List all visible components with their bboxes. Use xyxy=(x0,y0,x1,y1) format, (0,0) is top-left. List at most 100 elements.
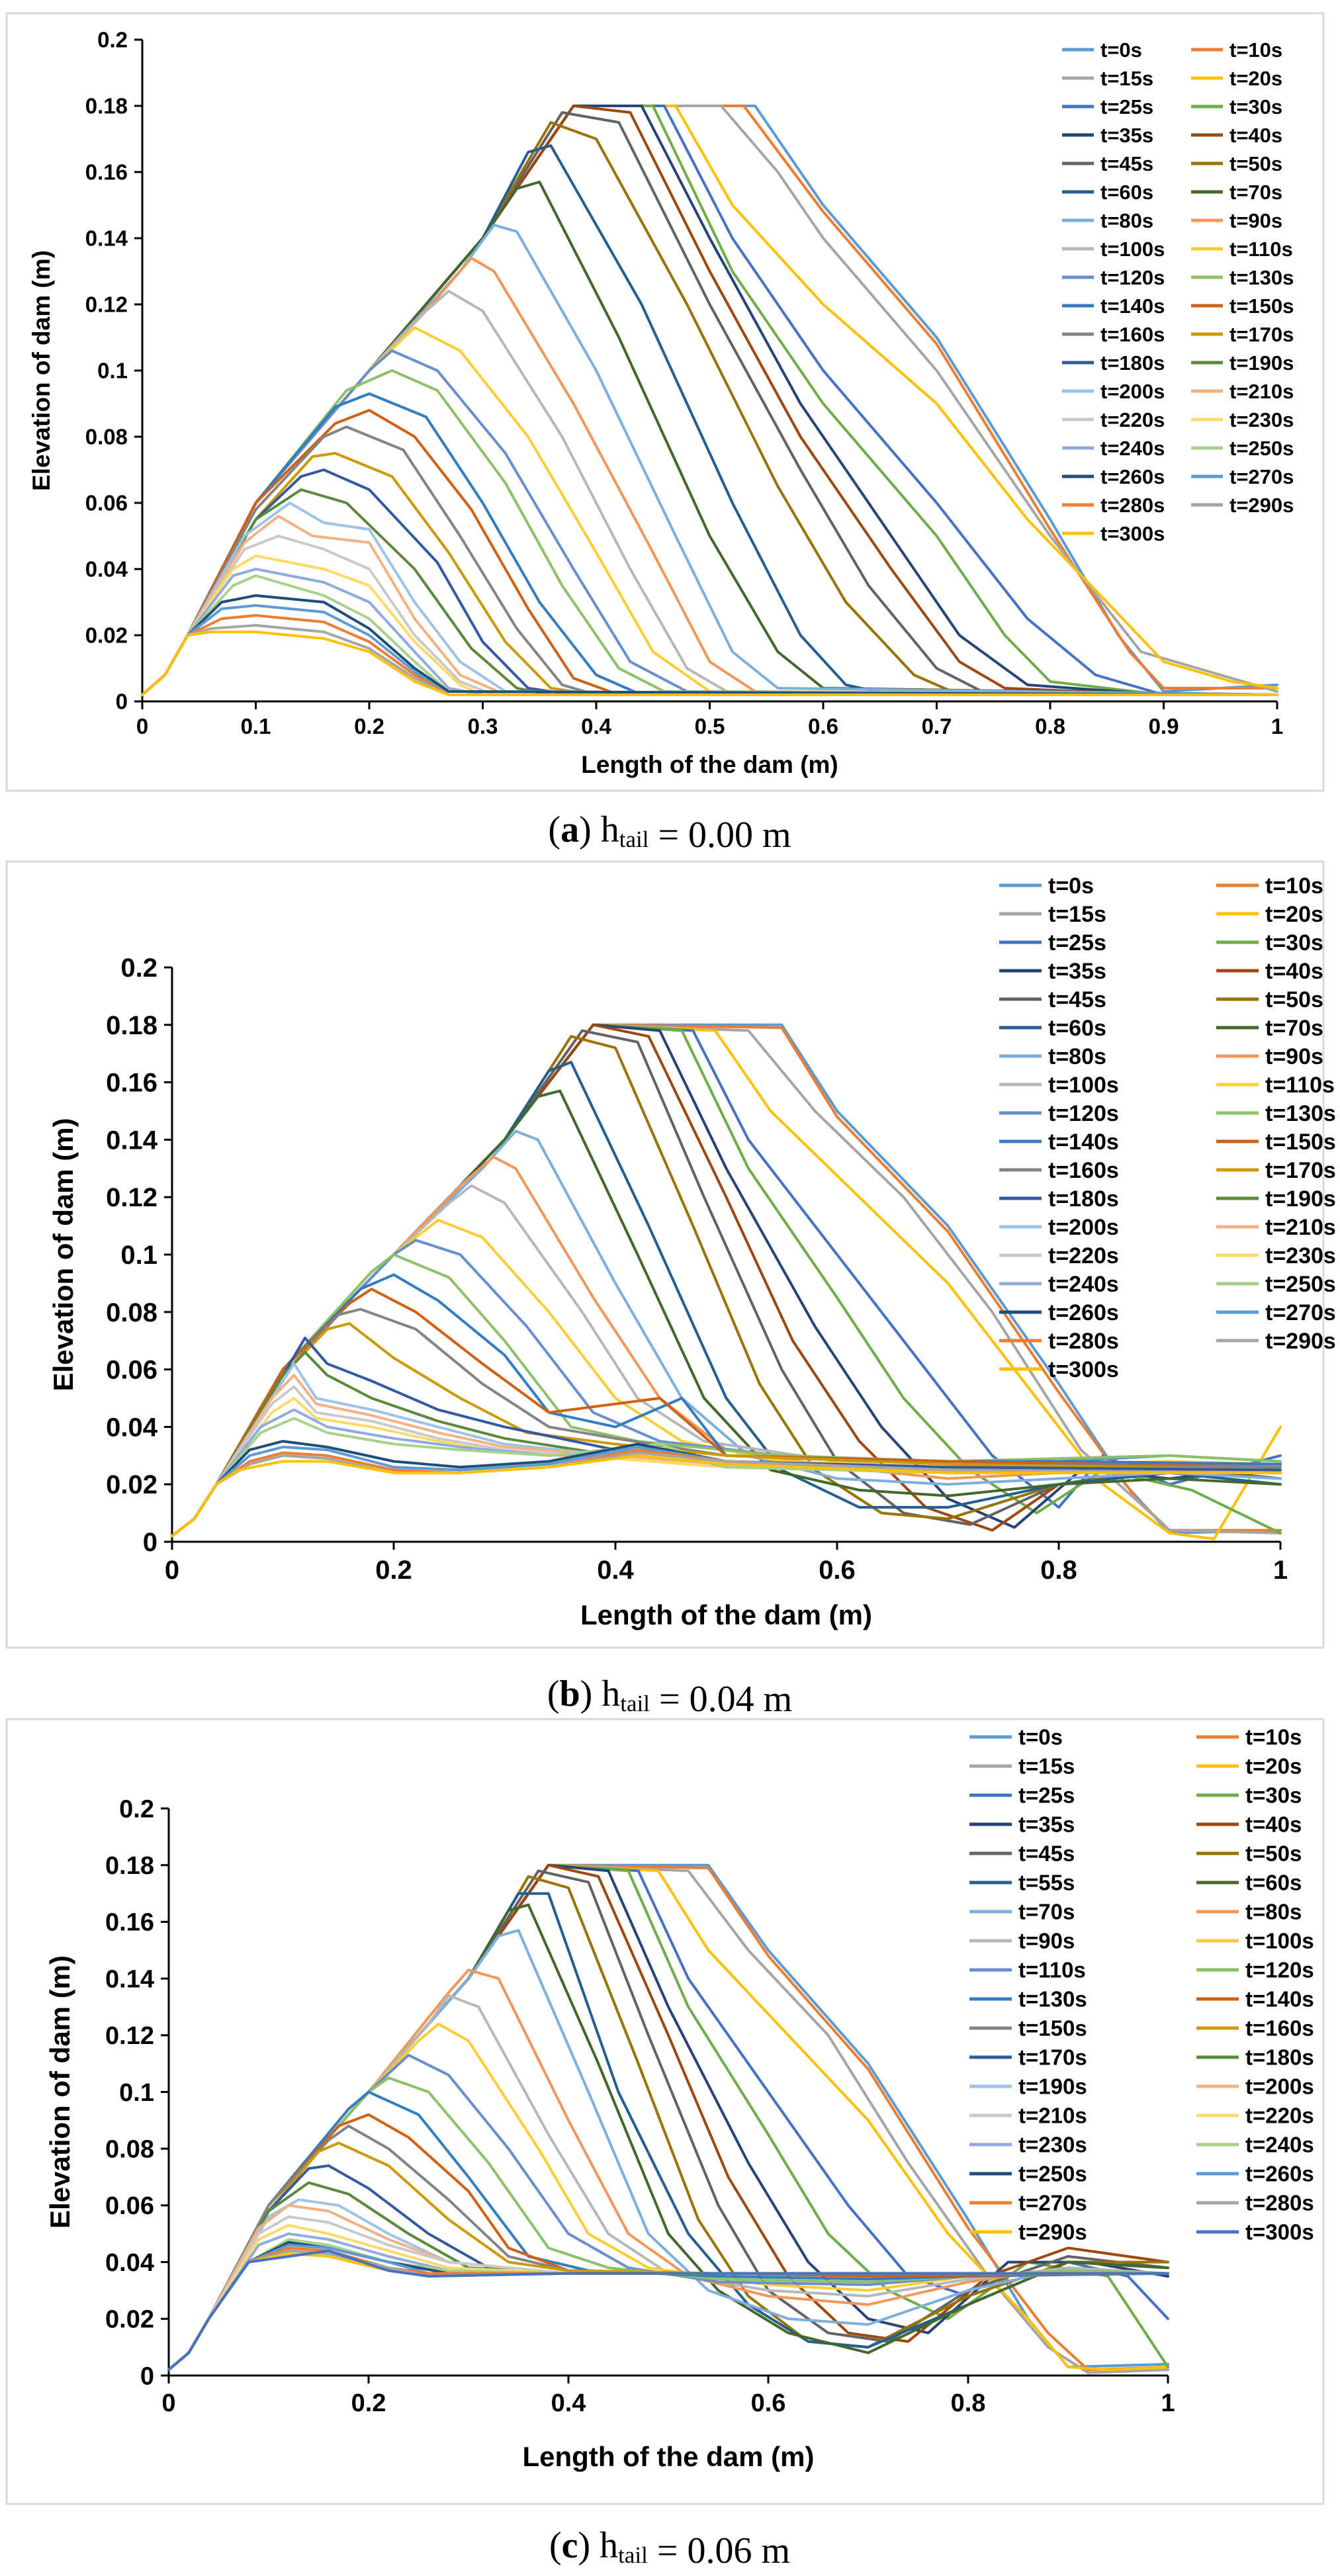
x-tick-label: 0 xyxy=(136,714,148,738)
x-tick-label: 0.6 xyxy=(808,714,838,738)
legend-label: t=70s xyxy=(1229,181,1282,204)
legend-label: t=70s xyxy=(1265,1016,1323,1041)
legend-label: t=240s xyxy=(1100,437,1165,460)
legend-label: t=100s xyxy=(1048,1073,1119,1098)
legend-label: t=300s xyxy=(1245,2220,1314,2244)
y-tick-label: 0.08 xyxy=(85,425,128,449)
caption-value: = 0.06 m xyxy=(648,2530,790,2571)
legend-label: t=190s xyxy=(1018,2074,1087,2099)
legend-label: t=100s xyxy=(1100,238,1165,261)
legend-label: t=0s xyxy=(1048,873,1094,899)
y-tick-label: 0.12 xyxy=(106,1183,157,1212)
legend-label: t=140s xyxy=(1245,1987,1314,2012)
x-tick-label: 0.2 xyxy=(375,1556,412,1585)
legend-label: t=120s xyxy=(1245,1958,1314,1982)
legend-label: t=110s xyxy=(1229,238,1293,261)
x-tick-label: 0.8 xyxy=(1040,1556,1077,1585)
x-tick-label: 0.8 xyxy=(1035,714,1065,738)
x-tick-label: 0 xyxy=(165,1556,179,1585)
caption-subscript: tail xyxy=(618,2542,648,2568)
panel-caption: (a) htail = 0.00 m xyxy=(548,809,791,856)
legend-label: t=280s xyxy=(1245,2191,1314,2215)
legend-label: t=210s xyxy=(1229,380,1294,403)
legend-label: t=45s xyxy=(1048,987,1106,1012)
y-tick-label: 0.06 xyxy=(85,491,128,515)
x-tick-label: 0.4 xyxy=(551,2389,586,2417)
legend-label: t=170s xyxy=(1265,1158,1336,1183)
series-line xyxy=(141,631,1278,696)
legend-label: t=200s xyxy=(1100,380,1165,403)
legend-label: t=30s xyxy=(1229,95,1282,118)
x-tick-label: 0.6 xyxy=(819,1556,856,1585)
legend-label: t=120s xyxy=(1048,1101,1119,1126)
y-tick-label: 0.08 xyxy=(106,1298,157,1327)
legend-label: t=180s xyxy=(1100,351,1165,375)
y-tick-label: 0.02 xyxy=(105,2306,154,2334)
legend-label: t=60s xyxy=(1245,1871,1302,1895)
y-axis-label: Elevation of dam (m) xyxy=(28,250,55,491)
legend-label: t=240s xyxy=(1245,2133,1314,2157)
caption-paren: ( xyxy=(549,2525,562,2566)
legend-label: t=280s xyxy=(1048,1329,1119,1354)
y-tick-label: 0.02 xyxy=(106,1470,157,1499)
legend-label: t=60s xyxy=(1048,1016,1106,1041)
legend-label: t=80s xyxy=(1245,1900,1302,1924)
chart-panel-c: 0 0.02 0.04 0.06 0.08 0.1 0.12 0.14 0.16 0.18 0.2 0… xyxy=(5,1718,1325,2505)
legend-label: t=160s xyxy=(1048,1158,1119,1183)
legend-label: t=190s xyxy=(1265,1186,1336,1212)
x-tick-label: 0.4 xyxy=(597,1556,634,1585)
caption-paren: ) xyxy=(578,2525,600,2566)
caption-value: = 0.04 m xyxy=(650,1679,792,1720)
legend-label: t=210s xyxy=(1265,1215,1336,1240)
caption-subscript: tail xyxy=(619,826,649,852)
panel-caption: (b) htail = 0.04 m xyxy=(547,1673,792,1720)
y-tick-label: 0.12 xyxy=(85,292,128,317)
chart-frame xyxy=(5,1718,1325,2505)
x-tick-label: 1 xyxy=(1161,2389,1175,2417)
series-line xyxy=(171,1454,1282,1538)
legend-label: t=40s xyxy=(1265,959,1323,984)
x-axis-label: Length of the dam (m) xyxy=(523,2441,815,2472)
x-tick-label: 0.2 xyxy=(351,2389,386,2417)
x-tick-label: 0.4 xyxy=(581,714,612,738)
y-tick-label: 0 xyxy=(143,1528,157,1557)
x-tick-label: 1 xyxy=(1273,1556,1288,1585)
x-tick-label: 0.5 xyxy=(695,714,725,738)
legend-label: t=130s xyxy=(1229,266,1294,289)
y-tick-label: 0.06 xyxy=(105,2192,154,2220)
y-tick-label: 0.2 xyxy=(97,28,128,52)
y-tick-label: 0.02 xyxy=(85,623,128,648)
legend-label: t=260s xyxy=(1048,1300,1119,1325)
legend-label: t=45s xyxy=(1018,1842,1075,1866)
caption-letter: a xyxy=(560,809,579,850)
legend-label: t=20s xyxy=(1229,67,1282,90)
legend-label: t=110s xyxy=(1018,1958,1086,1982)
legend-label: t=10s xyxy=(1229,38,1282,62)
y-tick-label: 0 xyxy=(116,689,128,714)
legend-label: t=90s xyxy=(1265,1044,1323,1069)
legend-label: t=140s xyxy=(1048,1130,1119,1155)
y-tick-label: 0.14 xyxy=(106,1126,158,1155)
y-tick-label: 0.04 xyxy=(105,2249,154,2277)
legend-label: t=20s xyxy=(1265,902,1323,927)
legend-label: t=210s xyxy=(1018,2104,1087,2128)
legend-label: t=250s xyxy=(1018,2162,1087,2186)
legend-label: t=180s xyxy=(1245,2045,1314,2070)
legend-label: t=40s xyxy=(1245,1812,1302,1837)
caption-paren: ) xyxy=(579,809,601,850)
legend-label: t=300s xyxy=(1048,1357,1119,1382)
caption-letter: b xyxy=(559,1673,580,1714)
legend: t=0s t=10s t=15s t=20s t=25s t=30s t=35s t=40s t… xyxy=(999,873,1336,1382)
legend-label: t=130s xyxy=(1018,1987,1087,2012)
y-tick-label: 0.2 xyxy=(119,1795,154,1823)
legend: t=0s t=10s t=15s t=20s t=25s t=30s t=35s t=40s t… xyxy=(1062,38,1294,545)
legend-label: t=25s xyxy=(1018,1783,1075,1808)
caption-label: h xyxy=(600,2525,618,2566)
legend-label: t=100s xyxy=(1245,1929,1314,1953)
x-tick-label: 0.2 xyxy=(354,714,384,738)
y-tick-label: 0.08 xyxy=(105,2136,154,2164)
legend-label: t=120s xyxy=(1100,266,1165,289)
y-tick-label: 0.18 xyxy=(105,1852,154,1880)
y-axis-label: Elevation of dam (m) xyxy=(44,1955,75,2229)
legend-label: t=260s xyxy=(1245,2162,1314,2186)
